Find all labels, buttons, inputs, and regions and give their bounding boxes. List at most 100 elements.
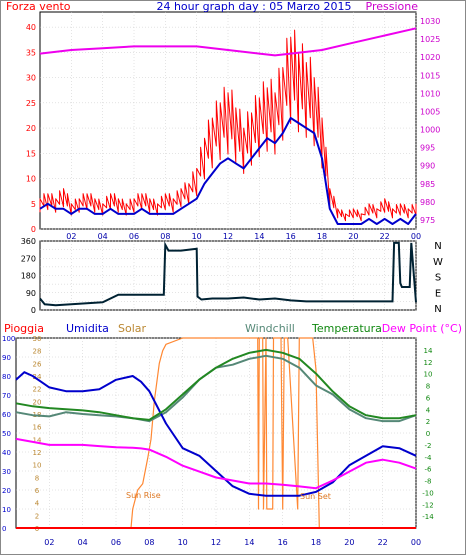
wind-hour-tick: 22 (380, 232, 390, 241)
wind-hour-tick: 00 (411, 232, 421, 241)
direction-degree-tick: 270 (21, 254, 36, 263)
wind-hour-tick: 18 (317, 232, 327, 241)
rain-humidity-tick: 30 (2, 468, 11, 476)
solar-tick: 10 (33, 462, 42, 470)
rain-humidity-tick: 40 (2, 449, 11, 457)
pressure-tick: 980 (420, 198, 435, 207)
temperature-tick: 8 (426, 383, 430, 391)
wind-series-line (39, 117, 417, 225)
wind-speed-tick: 20 (26, 124, 36, 133)
temperature-label: Temperatura (311, 322, 382, 335)
pressure-tick: 1020 (420, 53, 440, 62)
direction-degree-tick: 0 (31, 306, 36, 315)
direction-series (39, 241, 417, 307)
temperature-tick: 0 (426, 430, 430, 438)
rain-humidity-tick: 60 (2, 411, 11, 419)
wind-hour-tick: 02 (66, 232, 76, 241)
windchill-label: Windchill (245, 322, 295, 335)
wind-speed-tick: 10 (26, 175, 36, 184)
dew-point-label: Dew Point (°C) (382, 322, 462, 335)
compass-label: S (435, 273, 441, 284)
temperature-tick: -14 (422, 513, 434, 521)
compass-label: E (435, 288, 441, 299)
temperature-tick: 6 (426, 394, 431, 402)
temperature-tick: -4 (425, 454, 433, 462)
direction-degree-tick: 90 (26, 289, 36, 298)
wind-hour-tick: 10 (192, 232, 202, 241)
wind-hour-tick: 04 (98, 232, 108, 241)
wind-speed-tick: 5 (31, 200, 36, 209)
rain-humidity-tick: 50 (2, 430, 11, 438)
solar-series-line (16, 337, 416, 529)
pressure-series-line (39, 27, 417, 57)
temp-hour-tick: 02 (44, 538, 54, 547)
temp-hour-tick: 08 (144, 538, 154, 547)
temp-hour-tick: 00 (411, 538, 421, 547)
rain-humidity-tick: 10 (2, 506, 11, 514)
solar-tick: 2 (35, 512, 39, 520)
pressure-tick: 995 (420, 144, 435, 153)
direction-series-line (39, 241, 417, 307)
wind-speed-tick: 40 (26, 23, 36, 32)
temperature-tick: -12 (422, 501, 433, 509)
pressure-tick: 1015 (420, 71, 440, 80)
humidity-series-line (15, 371, 417, 497)
wind-speed-ticks: 0 5 10 15 20 25 30 35 40 (26, 23, 36, 234)
temperature-tick: 14 (424, 347, 433, 355)
wind-hour-tick: 14 (254, 232, 264, 241)
solar-tick: 4 (35, 500, 40, 508)
sun-set-annotation: Sun Set (300, 492, 331, 501)
temp-hour-tick: 12 (211, 538, 221, 547)
temperature-tick: -6 (425, 466, 433, 474)
temp-hour-tick: 06 (111, 538, 121, 547)
rain-label: Pioggia (4, 322, 44, 335)
rain-humidity-tick: 70 (2, 392, 11, 400)
temperature-series-line (15, 348, 417, 421)
rain-humidity-tick: 0 (2, 525, 6, 533)
rain-humidity-tick: 100 (2, 335, 15, 343)
wind-hour-ticks: 02 04 06 08 10 12 14 16 18 20 22 00 (66, 232, 421, 241)
wind-hour-tick: 16 (286, 232, 296, 241)
humidity-label: Umidita (66, 322, 109, 335)
rain-humidity-tick: 90 (2, 354, 11, 362)
chart-title: 24 hour graph day : 05 Marzo 2015 (156, 0, 351, 13)
direction-degree-tick: 180 (21, 272, 36, 281)
solar-tick: 30 (33, 335, 42, 343)
dew-point-series-line (15, 437, 417, 490)
temp-hour-tick: 20 (344, 538, 354, 547)
temp-hour-tick: 04 (78, 538, 88, 547)
wind-speed-tick: 15 (26, 149, 36, 158)
solar-tick: 12 (33, 449, 42, 457)
temp-hour-tick: 18 (311, 538, 321, 547)
temp-hour-ticks: 02 04 06 08 10 12 14 16 18 20 22 00 (44, 538, 421, 547)
wind-axis-title: Forza vento (6, 0, 71, 13)
temperature-tick: -8 (425, 478, 432, 486)
temperature-tick: 4 (426, 406, 431, 414)
compass-label: W (433, 257, 443, 268)
temp-hour-tick: 14 (244, 538, 254, 547)
wind-hour-tick: 12 (223, 232, 233, 241)
pressure-axis-title: Pressione (366, 0, 419, 13)
temp-series (15, 337, 417, 529)
wind-speed-tick: 25 (26, 99, 36, 108)
solar-tick: 16 (33, 424, 42, 432)
temperature-tick: -10 (422, 489, 433, 497)
pressure-tick: 975 (420, 216, 435, 225)
wind-hour-tick: 08 (160, 232, 170, 241)
temp-hour-tick: 16 (278, 538, 288, 547)
solar-tick: 8 (35, 474, 39, 482)
compass-label: N (434, 304, 441, 315)
compass-label: N (434, 241, 441, 252)
rain-humidity-tick: 20 (2, 487, 11, 495)
pressure-tick: 1000 (420, 126, 440, 135)
pressure-tick: 990 (420, 162, 435, 171)
solar-tick: 14 (33, 436, 42, 444)
pressure-ticks: 975 980 985 990 995 1000 1005 1010 1015 1020 1025 1… (420, 17, 440, 225)
solar-label: Solar (118, 322, 147, 335)
